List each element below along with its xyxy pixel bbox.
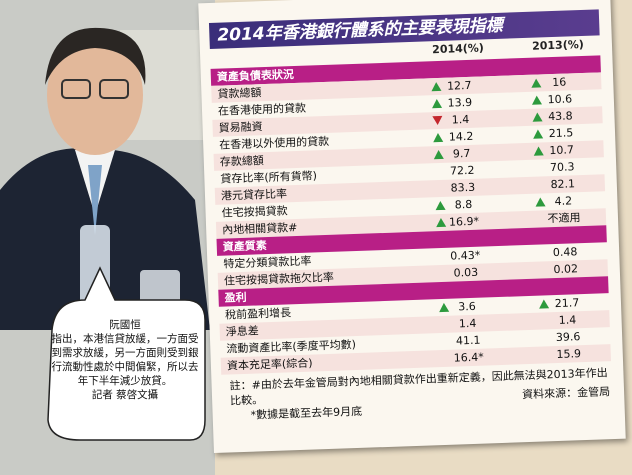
row-label: 貿易融資: [218, 120, 263, 135]
trend-arrow: [431, 81, 442, 92]
hair: [45, 27, 146, 85]
row-label: 貸款總額: [217, 86, 262, 101]
table-panel: 2014年香港銀行體系的主要表現指標 2014(%) 2013(%) 資產負債表狀況…: [198, 0, 626, 454]
source: 資料來源：金管局: [521, 385, 611, 402]
caption-text: 指出，本港信貸放緩，一方面受到需求放緩，另一方面則受到銀行流動性處於中間偏緊，所…: [51, 333, 199, 387]
glasses: [61, 79, 91, 99]
trend-arrow: [532, 112, 543, 122]
caption: 阮國恒 指出，本港信貸放緩，一方面受到需求放緩，另一方面則受到銀行流動性處於中間…: [50, 318, 200, 402]
trend-arrow: [532, 129, 544, 139]
photo: [0, 0, 215, 475]
column-header: 2013(%): [531, 37, 585, 53]
trend-arrow: [432, 115, 443, 126]
value-cell: 15.9: [556, 347, 582, 362]
face: [47, 35, 143, 155]
row-label: 資本充足率(綜合): [226, 356, 313, 373]
row-label: 存款總額: [219, 154, 265, 169]
trend-arrow: [538, 299, 550, 309]
trend-arrow: [431, 98, 443, 109]
caption-name: 阮國恒: [109, 319, 141, 331]
trend-arrow: [432, 132, 444, 143]
speech-bubble: [47, 266, 206, 441]
glasses: [99, 79, 129, 99]
trend-arrow: [438, 302, 450, 313]
notes-label: 註：: [229, 378, 252, 393]
trend-arrow: [531, 78, 542, 88]
trend-arrow: [535, 197, 546, 207]
trend-arrow: [531, 95, 543, 105]
trend-arrow: [433, 149, 444, 160]
row-label: 淨息差: [225, 324, 259, 339]
caption-credit: 記者 蔡啓文攝: [91, 389, 159, 401]
tie: [88, 165, 102, 235]
trend-arrow: [435, 200, 446, 211]
trend-arrow: [533, 146, 544, 156]
trend-arrow: [435, 217, 447, 228]
column-header: 2014(%): [431, 41, 485, 57]
value-cell: 16.4*: [453, 350, 485, 365]
